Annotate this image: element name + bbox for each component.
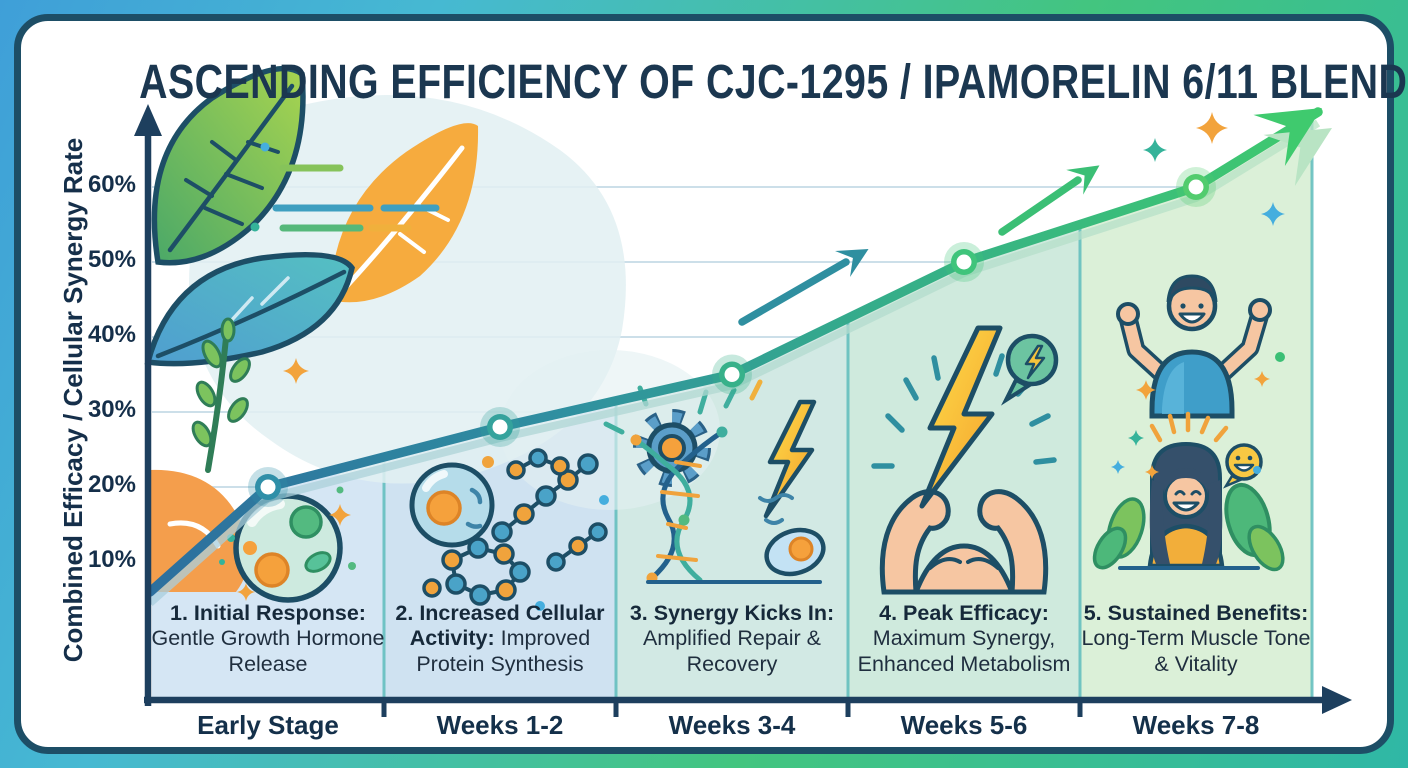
plant-sprig xyxy=(191,317,251,473)
x-label-weeks-1-2: Weeks 1-2 xyxy=(436,710,564,740)
stage-5-caption: 5. Sustained Benefits: Long-Term Muscle … xyxy=(1074,601,1318,677)
y-tick-60: 60% xyxy=(87,171,136,198)
y-tick-10: 10% xyxy=(87,546,136,573)
x-label-weeks-5-6: Weeks 5-6 xyxy=(900,710,1028,740)
stage-4-caption: 4. Peak Efficacy: Maximum Synergy, Enhan… xyxy=(842,601,1086,677)
stage-1-caption: 1. Initial Response: Gentle Growth Hormo… xyxy=(146,601,390,677)
sparkles-and-dashes xyxy=(237,112,1285,601)
stage-3-body: Amplified Repair & Recovery xyxy=(642,626,822,676)
y-tick-50: 50% xyxy=(87,246,136,273)
blue-leaf xyxy=(144,251,355,367)
background-blob xyxy=(189,95,626,484)
data-point-markers xyxy=(248,167,1216,507)
x-label-weeks-7-8: Weeks 7-8 xyxy=(1132,710,1260,740)
stage-2-caption: 2. Increased Cellular Activity: Improved… xyxy=(378,601,622,677)
stage-5-body: Long-Term Muscle Tone & Vitality xyxy=(1081,626,1311,676)
page-title: ASCENDING EFFICIENCY OF CJC-1295 / IPAMO… xyxy=(139,56,1408,110)
stage-3-caption: 3. Synergy Kicks In: Amplified Repair & … xyxy=(610,601,854,677)
x-label-weeks-3-4: Weeks 3-4 xyxy=(668,710,796,740)
muscle-lightning-icon xyxy=(871,325,1059,595)
cell-icon xyxy=(219,486,356,603)
axes xyxy=(134,104,1352,717)
green-leaf xyxy=(151,65,306,266)
trend-arrows xyxy=(738,108,1332,326)
stage-1-body: Gentle Growth Hormone Release xyxy=(151,626,385,676)
stage-1-heading: 1. Initial Response: xyxy=(170,601,366,625)
stage-2-heading: 2. Increased Cellular Activity: xyxy=(395,601,605,651)
gear-dna-lightning-icon xyxy=(603,379,826,584)
y-tick-40: 40% xyxy=(87,321,136,348)
smiling-woman xyxy=(1092,411,1285,572)
y-tick-30: 30% xyxy=(87,396,136,423)
stage-4-heading: 4. Peak Efficacy: xyxy=(879,601,1049,625)
x-label-early-stage: Early Stage xyxy=(197,710,339,740)
stage-3-heading: 3. Synergy Kicks In: xyxy=(629,601,835,625)
stage-4-body: Maximum Synergy, Enhanced Metabolism xyxy=(857,626,1071,676)
peptide-chains-icon xyxy=(409,448,609,611)
stage-icons xyxy=(219,274,1285,611)
y-tick-20: 20% xyxy=(87,471,136,498)
vitality-people-icon xyxy=(1092,274,1285,572)
stage-2-body: Improved Protein Synthesis xyxy=(416,626,591,676)
stage-5-heading: 5. Sustained Benefits: xyxy=(1083,601,1309,625)
flexing-man xyxy=(1116,274,1272,419)
